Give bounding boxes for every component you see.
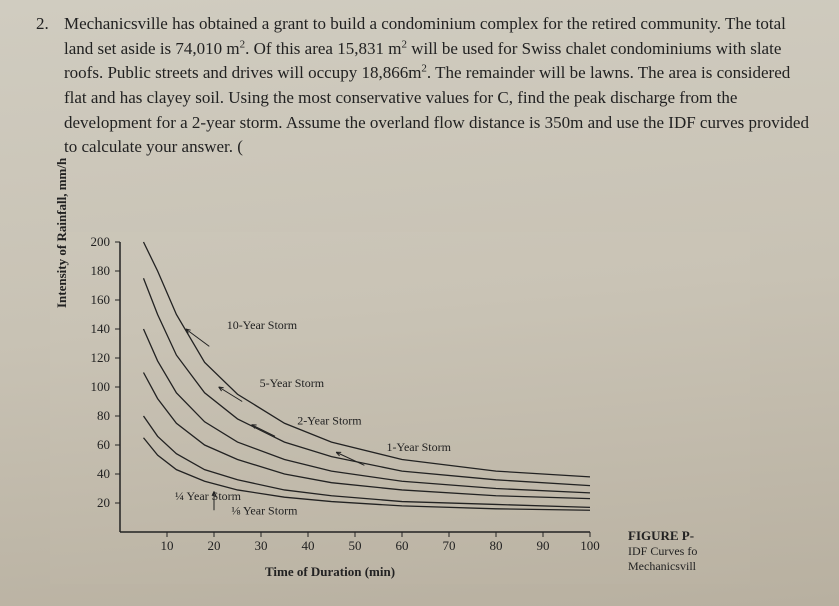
svg-text:⅛ Year Storm: ⅛ Year Storm [231, 504, 298, 518]
idf-chart: Intensity of Rainfall, mm/h 204060801001… [50, 232, 750, 584]
svg-text:160: 160 [91, 292, 111, 307]
svg-text:100: 100 [580, 538, 600, 553]
svg-text:200: 200 [91, 234, 111, 249]
x-axis-label: Time of Duration (min) [50, 564, 610, 580]
svg-text:20: 20 [97, 495, 110, 510]
question-number: 2. [36, 12, 49, 37]
svg-text:20: 20 [208, 538, 221, 553]
question-block: 2. Mechanicsville has obtained a grant t… [64, 12, 815, 160]
svg-text:90: 90 [537, 538, 550, 553]
figure-caption: FIGURE P- IDF Curves fo Mechanicsvill [628, 528, 738, 574]
svg-text:50: 50 [349, 538, 362, 553]
svg-text:120: 120 [91, 350, 111, 365]
svg-text:60: 60 [97, 437, 110, 452]
svg-text:80: 80 [490, 538, 503, 553]
question-text: Mechanicsville has obtained a grant to b… [64, 14, 809, 156]
svg-text:100: 100 [91, 379, 111, 394]
svg-text:60: 60 [396, 538, 409, 553]
svg-text:30: 30 [255, 538, 268, 553]
svg-text:40: 40 [97, 466, 110, 481]
svg-text:180: 180 [91, 263, 111, 278]
svg-text:140: 140 [91, 321, 111, 336]
chart-svg: 20 40 60 80 100 120 140 160 180 200 10 20 30 40 50 60 70… [50, 232, 610, 562]
svg-text:10: 10 [161, 538, 174, 553]
y-axis-label: Intensity of Rainfall, mm/h [54, 158, 70, 308]
svg-text:¼ Year Storm: ¼ Year Storm [175, 489, 242, 503]
svg-text:70: 70 [443, 538, 456, 553]
svg-text:5-Year Storm: 5-Year Storm [260, 376, 325, 390]
svg-text:40: 40 [302, 538, 315, 553]
svg-text:80: 80 [97, 408, 110, 423]
page: 2. Mechanicsville has obtained a grant t… [0, 0, 839, 606]
svg-text:10-Year Storm: 10-Year Storm [227, 318, 298, 332]
svg-text:1-Year Storm: 1-Year Storm [387, 440, 452, 454]
svg-text:2-Year Storm: 2-Year Storm [297, 414, 362, 428]
